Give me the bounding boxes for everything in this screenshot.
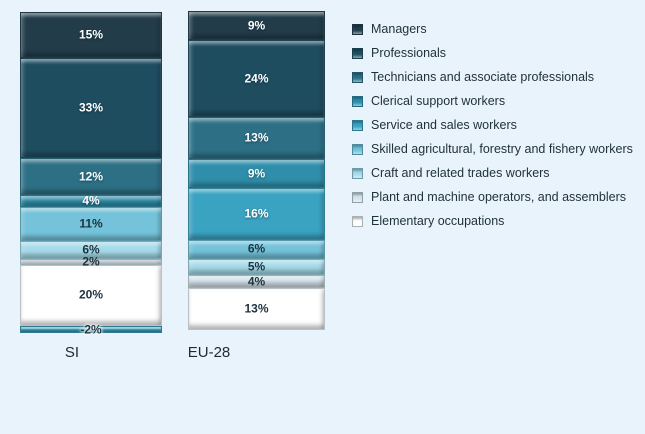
bar-eu28-segment-clerical-support-workers: 9% — [188, 159, 325, 189]
value-label: 15% — [78, 27, 104, 42]
value-label: 9% — [247, 18, 266, 32]
bar-si-segment-managers: 15% — [20, 12, 162, 58]
legend-item-managers: Managers — [352, 22, 633, 36]
legend-label: Skilled agricultural, forestry and fishe… — [371, 142, 633, 156]
value-label: 33% — [78, 100, 104, 115]
legend-label: Craft and related trades workers — [371, 166, 550, 180]
value-label: 16% — [244, 206, 269, 221]
bar-si-segment-skilled-agricultural-forestry-and-fishery-workers: 11% — [20, 207, 162, 241]
bar-eu28-segment-plant-and-machine-operators-and-assemblers: 4% — [188, 274, 325, 289]
value-label: 11% — [79, 216, 103, 231]
legend-item-skilled-agricultural-forestry-and-fishery-workers: Skilled agricultural, forestry and fishe… — [352, 142, 633, 156]
legend-item-technicians-and-associate-professionals: Technicians and associate professionals — [352, 70, 633, 84]
value-label: 12% — [78, 169, 104, 184]
category-label-eu28: EU-28 — [187, 344, 231, 361]
legend-color-swatch — [352, 95, 363, 107]
legend-label: Technicians and associate professionals — [371, 70, 595, 84]
bar-si-stack: 15% 33% 12% 4% 11% 6% 2% 20% — [20, 12, 162, 326]
value-label: 4% — [247, 274, 266, 289]
legend-label: Clerical support workers — [371, 94, 506, 108]
value-label: 6% — [247, 241, 266, 256]
legend: Managers Professionals Technicians and ass… — [352, 22, 633, 238]
legend-label: Plant and machine operators, and assembl… — [371, 190, 627, 204]
value-label: 4% — [82, 193, 100, 208]
value-label: 13% — [244, 130, 269, 145]
bar-eu28-segment-elementary-occupations: 13% — [188, 288, 325, 330]
legend-item-plant-and-machine-operators-and-assemblers: Plant and machine operators, and assembl… — [352, 190, 633, 204]
legend-color-swatch — [352, 215, 363, 227]
legend-item-service-and-sales-workers: Service and sales workers — [352, 118, 633, 132]
legend-color-swatch — [352, 167, 363, 179]
bar-si-segment-professionals: 33% — [20, 57, 162, 159]
value-label: 9% — [247, 166, 266, 181]
legend-label: Service and sales workers — [371, 118, 517, 132]
bar-si-segment-elementary-occupations: 20% — [20, 264, 162, 326]
legend-item-professionals: Professionals — [352, 46, 633, 60]
bar-eu28-segment-craft-and-related-trades-workers: 5% — [188, 259, 325, 276]
bar-si: 15% 33% 12% 4% 11% 6% 2% 20% -2% — [20, 12, 162, 336]
bar-eu28: 9% 24% 13% 9% 16% 6% 5% 4% 13% — [188, 11, 325, 330]
value-label: 24% — [244, 71, 269, 86]
legend-color-swatch — [352, 191, 363, 203]
bar-eu28-segment-skilled-agricultural-forestry-and-fishery-workers: 6% — [188, 239, 325, 260]
bar-eu28-stack: 9% 24% 13% 9% 16% 6% 5% 4% 13% — [188, 11, 325, 330]
legend-color-swatch — [352, 47, 363, 59]
legend-color-swatch — [352, 71, 363, 83]
legend-label: Managers — [371, 22, 427, 36]
legend-label: Professionals — [371, 46, 447, 60]
bar-eu28-segment-managers: 9% — [188, 11, 325, 40]
value-label: 6% — [82, 242, 100, 257]
legend-label: Elementary occupations — [371, 214, 505, 228]
value-label: 13% — [244, 301, 269, 316]
value-label: 20% — [78, 287, 104, 302]
bar-eu28-segment-professionals: 24% — [188, 40, 325, 118]
value-label: 5% — [247, 259, 266, 274]
bar-si-segment-craft-and-related-trades-workers: 6% — [20, 240, 162, 259]
legend-item-clerical-support-workers: Clerical support workers — [352, 94, 633, 108]
bar-si-segment-service-and-sales-workers-negative: -2% — [20, 323, 162, 336]
category-label-si: SI — [64, 344, 80, 361]
bar-si-segment-clerical-support-workers: 4% — [20, 193, 162, 208]
legend-item-elementary-occupations: Elementary occupations — [352, 214, 633, 228]
bar-si-segment-technicians-and-associate-professionals: 12% — [20, 158, 162, 195]
bar-eu28-segment-technicians-and-associate-professionals: 13% — [188, 117, 325, 160]
legend-item-craft-and-related-trades-workers: Craft and related trades workers — [352, 166, 633, 180]
legend-color-swatch — [352, 23, 363, 35]
bar-eu28-segment-service-and-sales-workers: 16% — [188, 188, 325, 240]
legend-color-swatch — [352, 119, 363, 131]
legend-color-swatch — [352, 143, 363, 155]
